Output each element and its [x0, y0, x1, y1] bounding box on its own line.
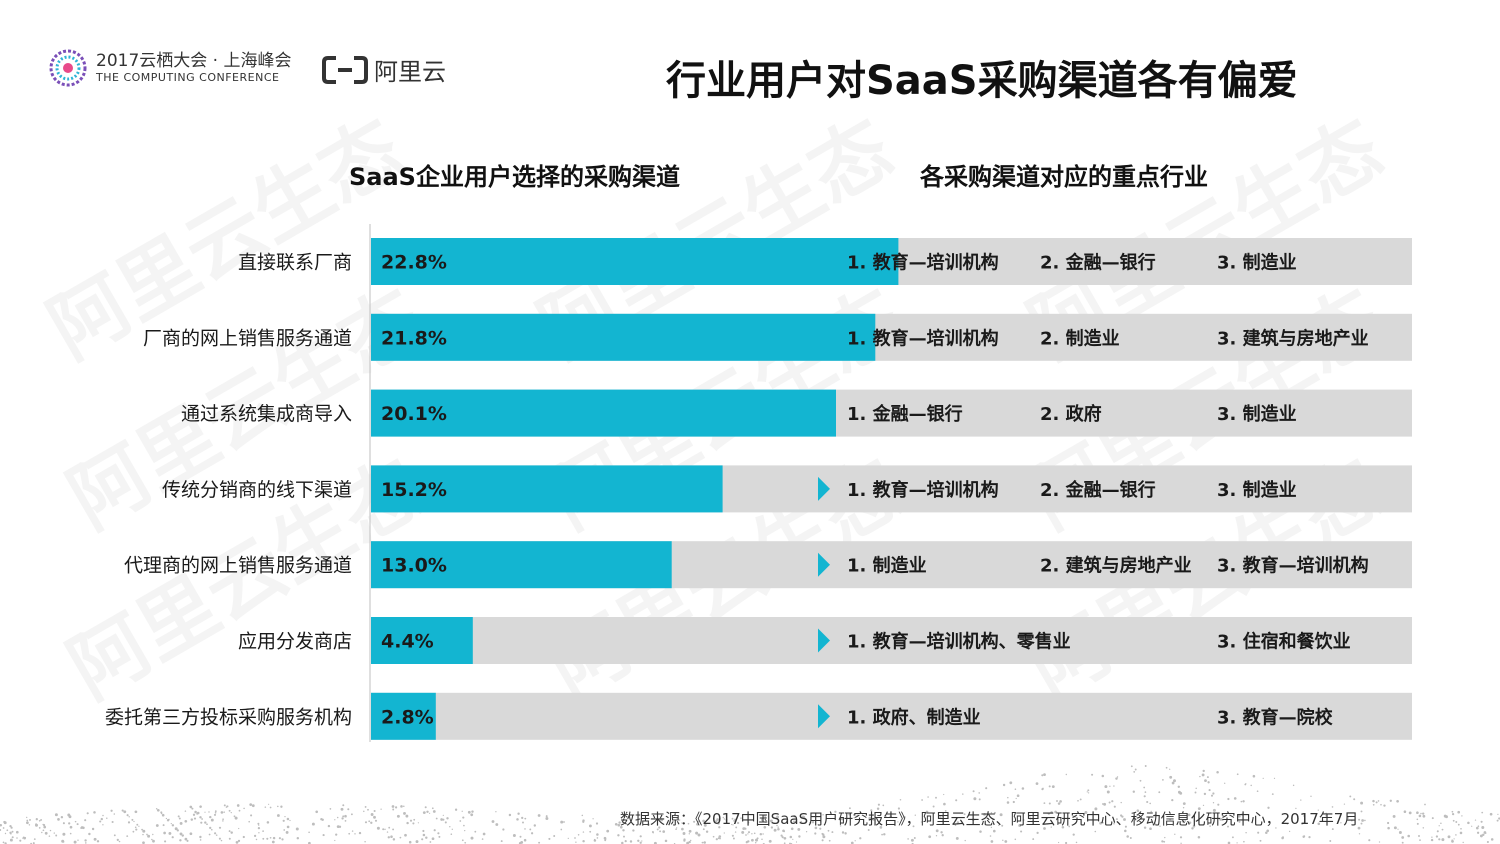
category-label: 应用分发商店 [238, 631, 352, 653]
data-label: 21.8% [381, 327, 447, 349]
data-label: 15.2% [381, 479, 447, 501]
category-label: 传统分销商的线下渠道 [162, 479, 352, 501]
left-section-title: SaaS企业用户选择的采购渠道 [349, 163, 680, 191]
category-label: 直接联系厂商 [238, 252, 352, 274]
category-label: 厂商的网上销售服务通道 [143, 327, 352, 349]
arrow-icon [818, 401, 830, 426]
conference-logo: 2017云栖大会 · 上海峰会 THE COMPUTING CONFERENCE [48, 48, 291, 88]
bar [371, 313, 876, 361]
industry-item: 1. 教育—培训机构 [847, 252, 999, 274]
bar [371, 617, 473, 664]
industry-item: 2. 政府 [1040, 403, 1102, 425]
bar [371, 465, 723, 513]
bar-track [371, 692, 1412, 740]
industry-item: 3. 建筑与房地产业 [1217, 327, 1369, 349]
industry-item: 3. 制造业 [1217, 252, 1297, 274]
conference-subtitle: THE COMPUTING CONFERENCE [96, 71, 280, 84]
bar [371, 238, 899, 285]
alibaba-cloud-icon [322, 55, 368, 84]
data-label: 2.8% [381, 706, 434, 728]
brand-name: 阿里云 [374, 58, 446, 86]
industry-item: 3. 制造业 [1217, 479, 1297, 501]
industry-item: 2. 建筑与房地产业 [1040, 555, 1192, 577]
industry-item: 2. 金融—银行 [1040, 252, 1156, 274]
arrow-icon [818, 476, 830, 501]
arrow-icon [818, 249, 830, 274]
data-source: 数据来源：《2017中国SaaS用户研究报告》，阿里云生态、阿里云研究中心、移动… [620, 810, 1359, 828]
bar-track [371, 617, 1412, 664]
industry-item: 3. 教育—培训机构 [1217, 555, 1369, 577]
category-label: 委托第三方投标采购服务机构 [105, 706, 352, 728]
industry-item: 1. 教育—培训机构 [847, 327, 999, 349]
industry-item: 1. 教育—培训机构 [847, 479, 999, 501]
conference-title: 2017云栖大会 · 上海峰会 [96, 51, 292, 71]
arrow-icon [818, 552, 830, 577]
arrow-icon [818, 704, 830, 729]
bar [371, 692, 436, 740]
bar [371, 541, 672, 589]
industry-item: 1. 政府、制造业 [847, 706, 981, 728]
industry-item: 1. 教育—培训机构、零售业 [847, 631, 1071, 653]
right-section-title: 各采购渠道对应的重点行业 [920, 163, 1208, 191]
industry-item: 1. 金融—银行 [847, 403, 963, 425]
arrow-icon [818, 325, 830, 350]
arrow-icon [818, 628, 830, 653]
data-label: 13.0% [381, 555, 447, 577]
industry-item: 2. 金融—银行 [1040, 479, 1156, 501]
conference-logo-icon [49, 49, 87, 87]
category-label: 通过系统集成商导入 [181, 403, 352, 425]
alibaba-cloud-logo: 阿里云 [322, 52, 446, 87]
data-label: 4.4% [381, 631, 434, 653]
industry-item: 2. 制造业 [1040, 327, 1120, 349]
bar [371, 389, 836, 437]
category-label: 代理商的网上销售服务通道 [124, 555, 352, 577]
industry-item: 3. 制造业 [1217, 403, 1297, 425]
industry-item: 3. 教育—院校 [1217, 706, 1334, 728]
page-title: 行业用户对SaaS采购渠道各有偏爱 [666, 58, 1298, 104]
industry-item: 3. 住宿和餐饮业 [1217, 631, 1351, 653]
data-label: 22.8% [381, 252, 447, 274]
industry-item: 1. 制造业 [847, 555, 927, 577]
data-label: 20.1% [381, 403, 447, 425]
